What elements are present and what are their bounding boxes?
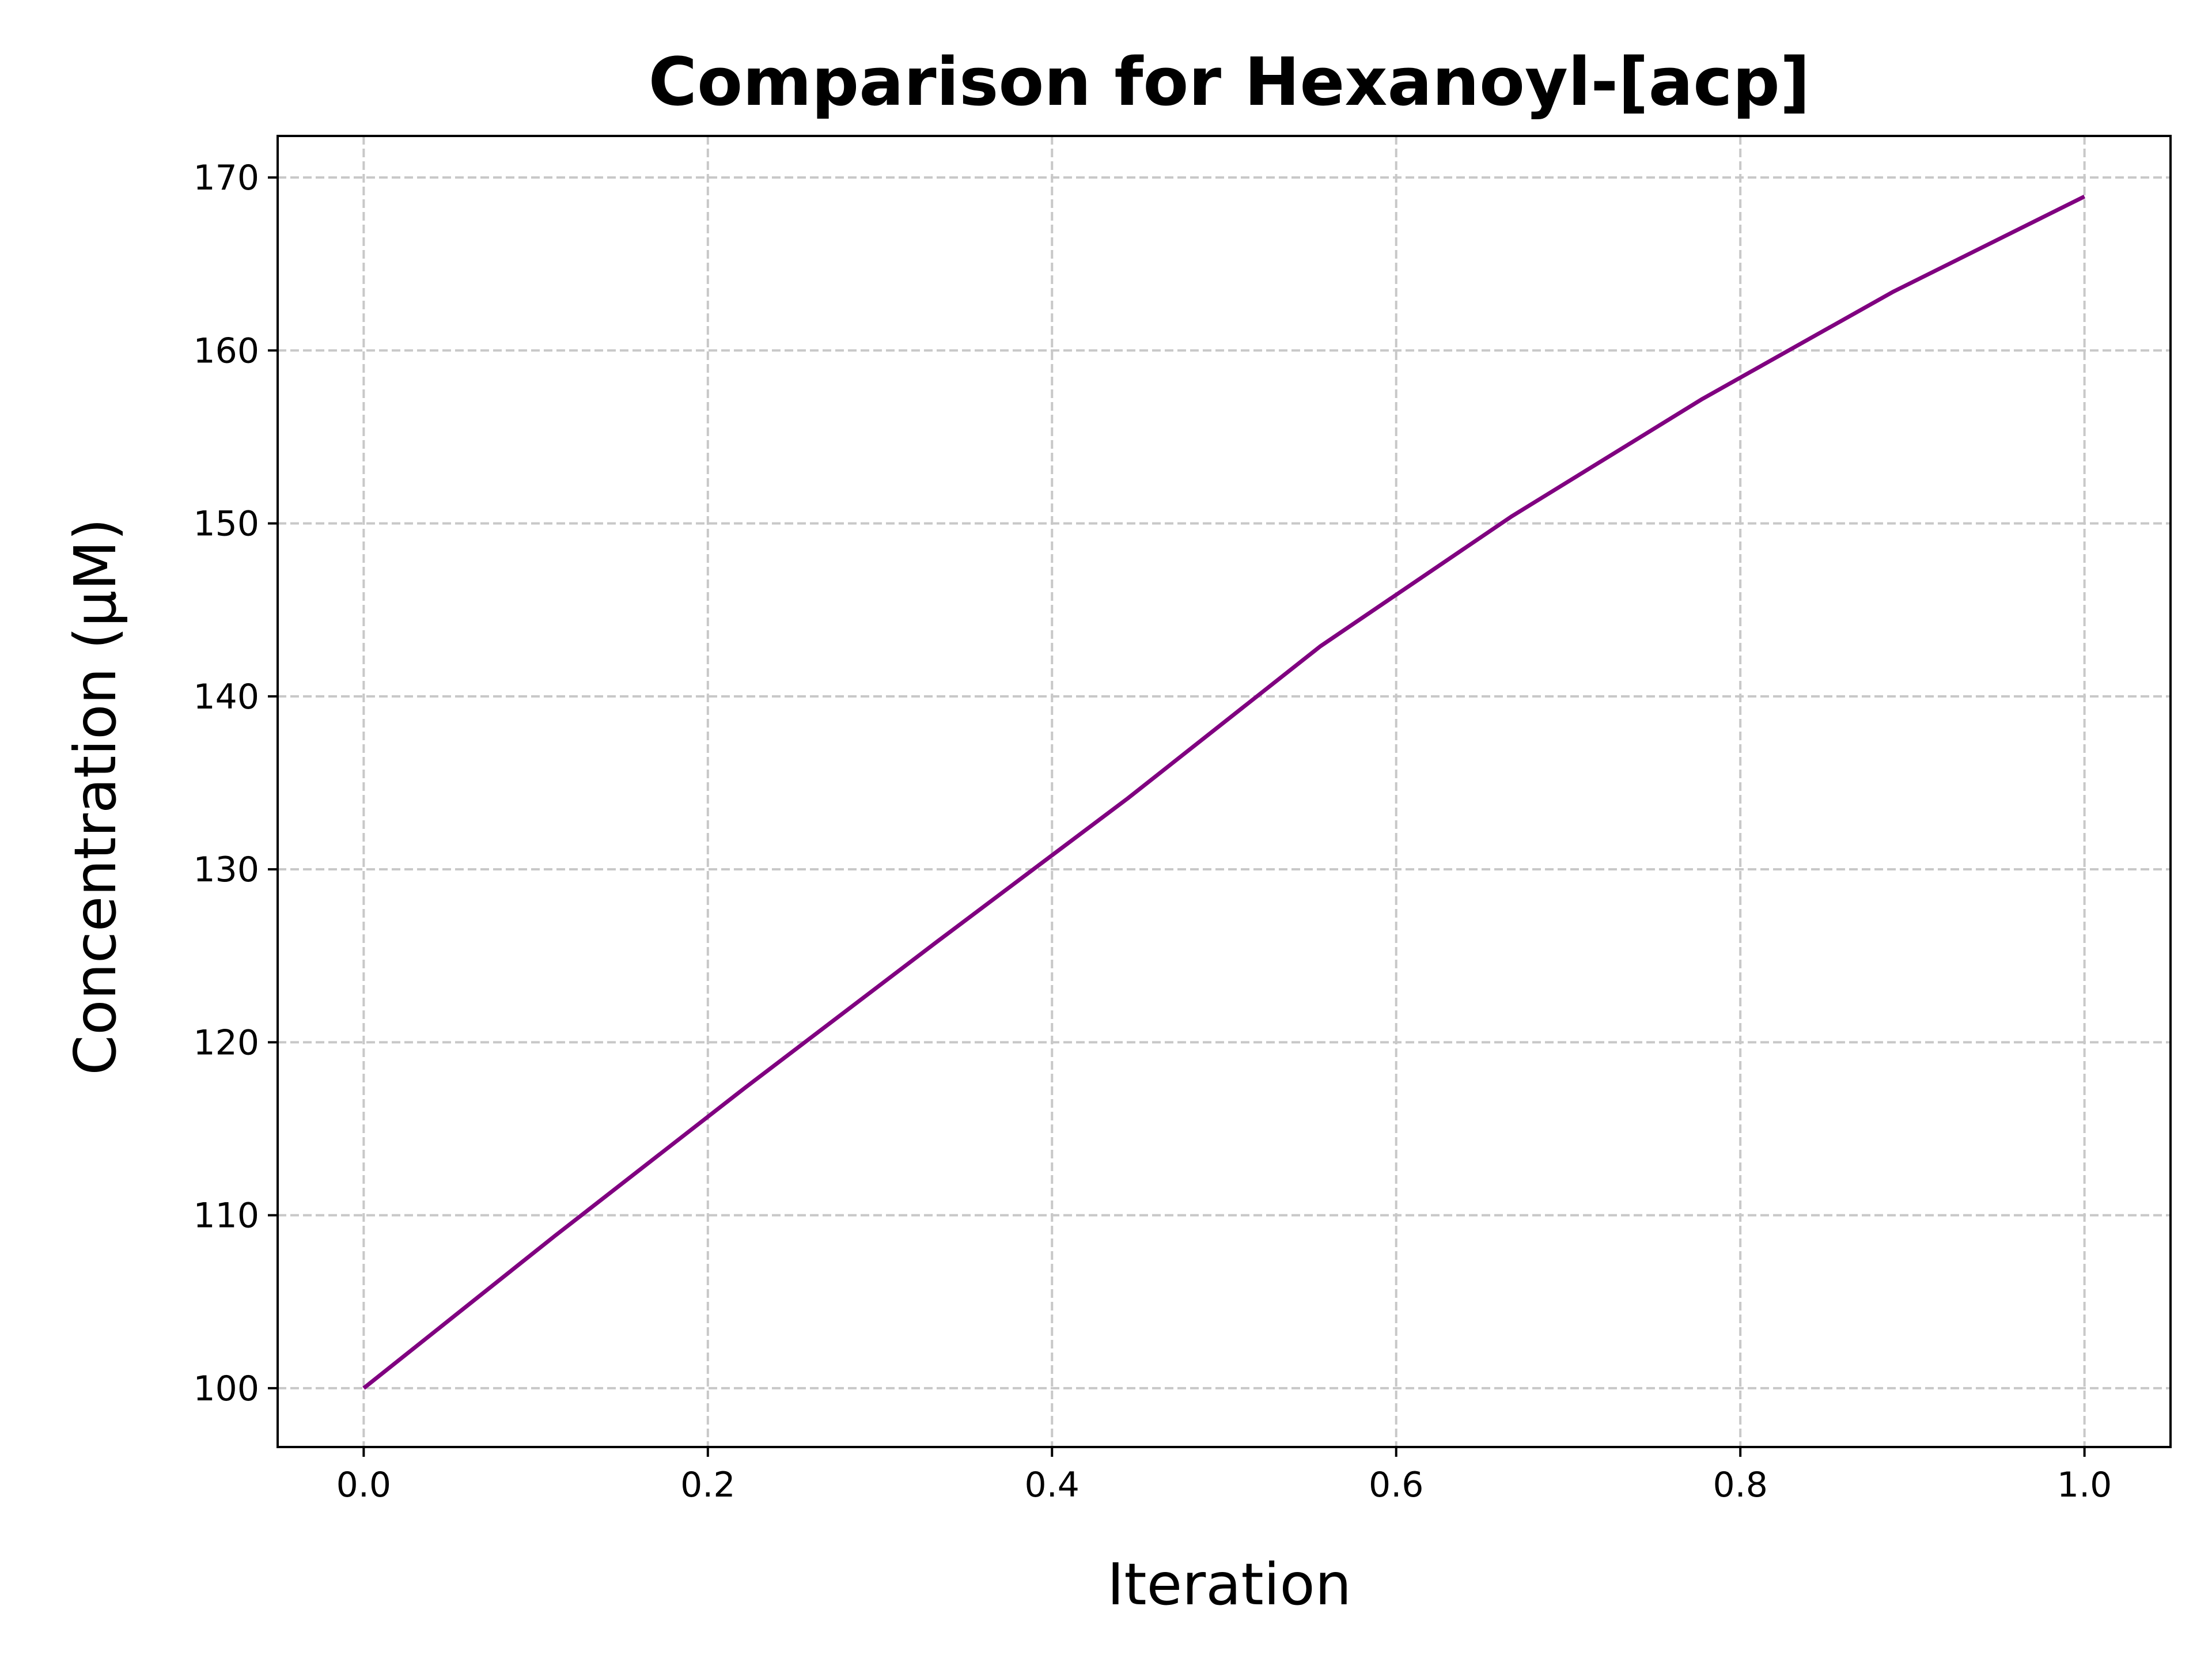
x-tick-label: 0.0 <box>336 1465 391 1505</box>
grid-lines <box>278 136 2171 1447</box>
x-tick-label: 0.6 <box>1369 1465 1423 1505</box>
axis-ticks: 0.0 0.2 0.4 0.6 0.8 1.0 100 110 120 130 140 150 160 1… <box>193 158 2112 1505</box>
series-layer <box>362 194 2086 1390</box>
x-tick-label: 0.8 <box>1713 1465 1767 1505</box>
y-tick-label: 110 <box>193 1196 259 1236</box>
x-tick-label: 0.4 <box>1025 1465 1080 1505</box>
y-tick-label: 100 <box>193 1369 259 1409</box>
plot-frame <box>276 135 2172 1448</box>
x-tick-label: 0.2 <box>680 1465 735 1505</box>
x-tick-label: 1.0 <box>2057 1465 2112 1505</box>
y-tick-label: 170 <box>193 158 259 198</box>
x-axis-label: Iteration <box>1107 1551 1351 1618</box>
series-line <box>362 194 2086 1390</box>
chart-title: Comparison for Hexanoyl-[acp] <box>649 44 1810 121</box>
y-tick-label: 160 <box>193 331 259 371</box>
y-tick-label: 150 <box>193 504 259 544</box>
y-tick-label: 120 <box>193 1022 259 1063</box>
y-axis-label: Concentration (μM) <box>62 518 129 1075</box>
y-tick-label: 140 <box>193 677 259 717</box>
y-tick-label: 130 <box>193 850 259 890</box>
